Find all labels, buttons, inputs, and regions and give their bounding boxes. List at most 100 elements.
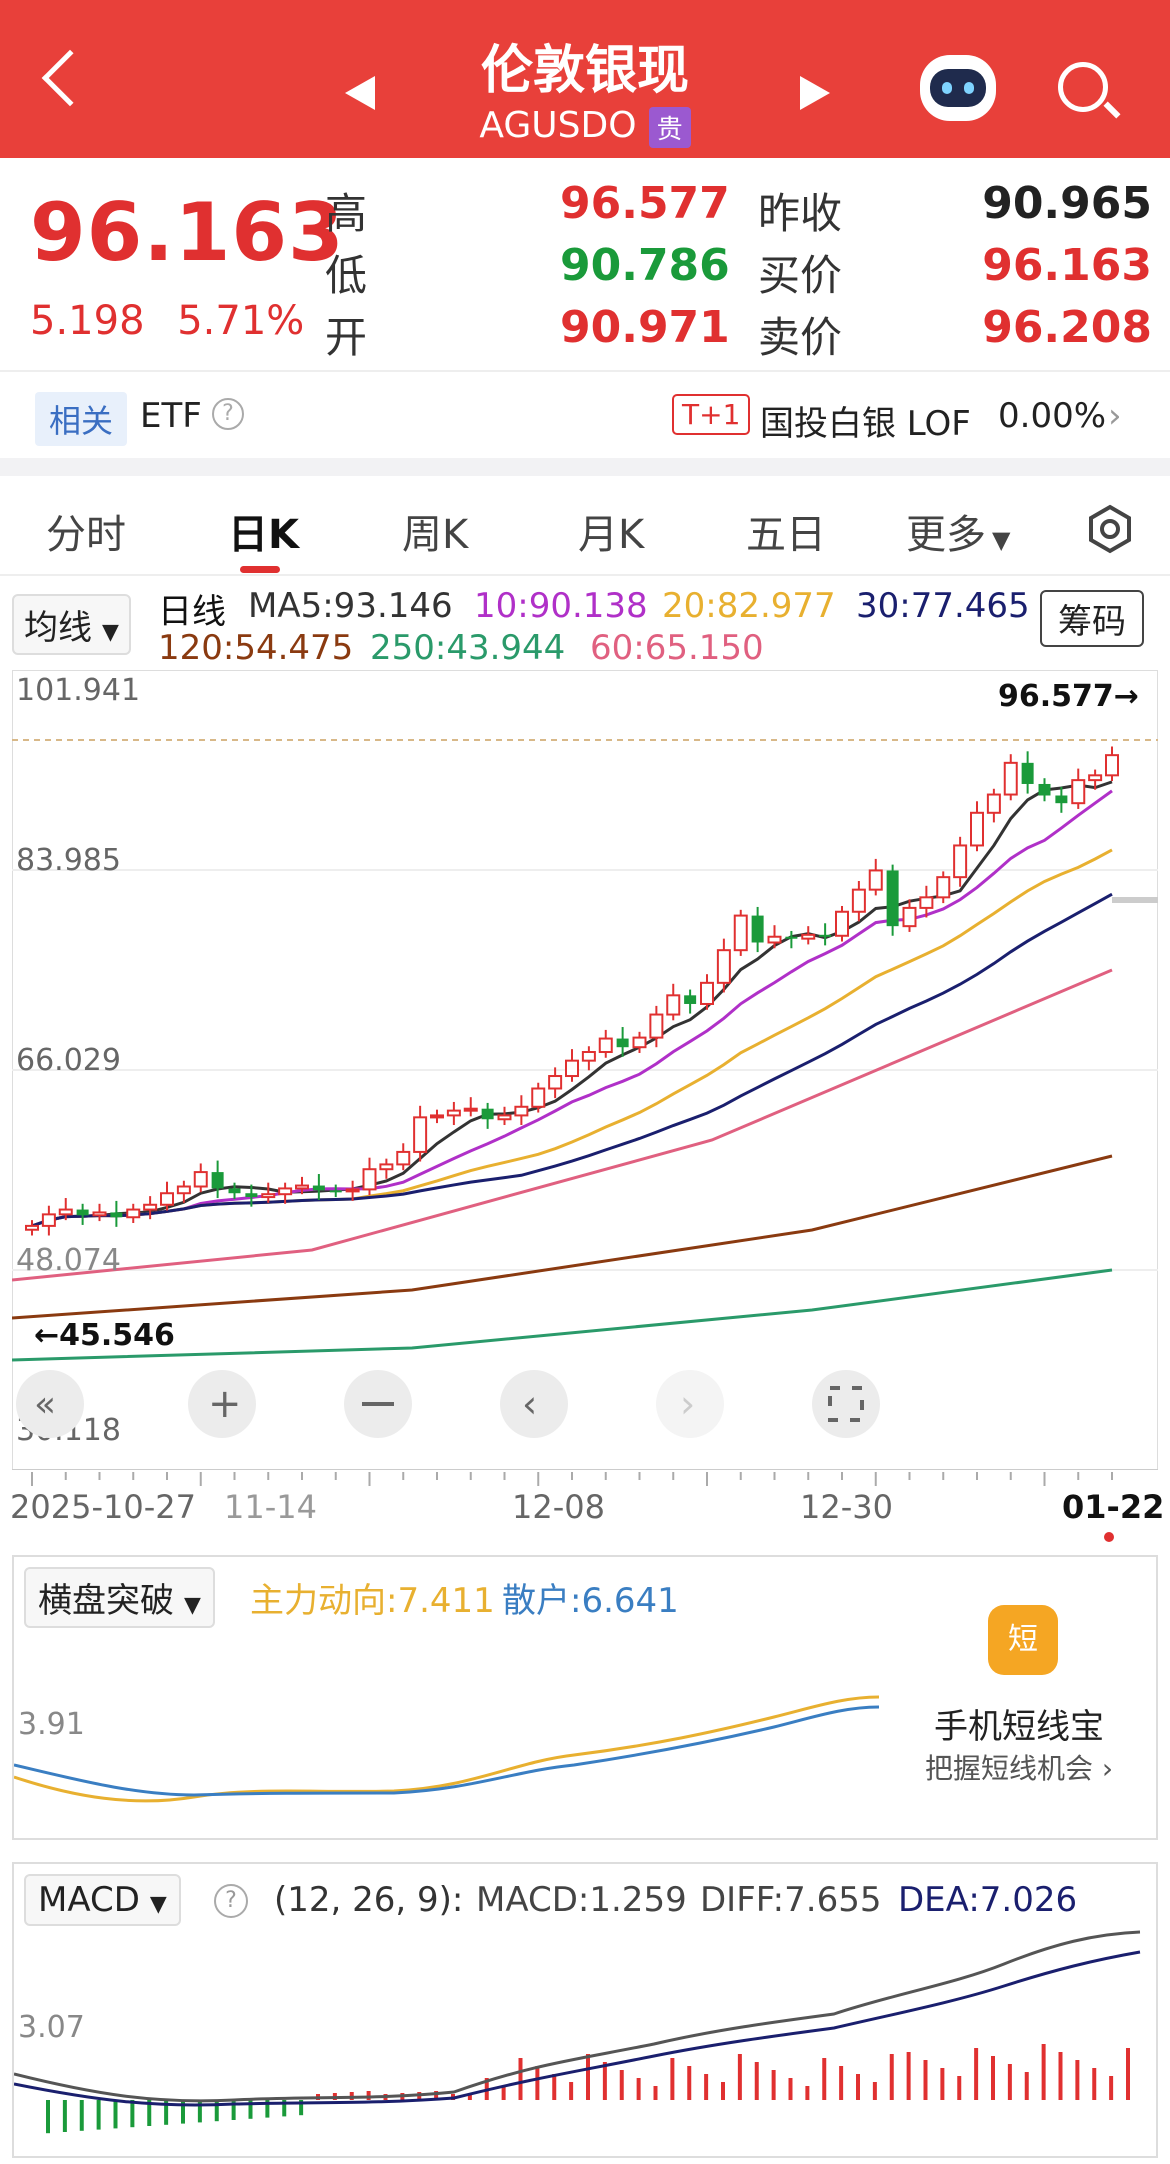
macd-panel[interactable]: MACD ▼ ? (12, 26, 9): MACD:1.259 DIFF:7.6… (12, 1862, 1158, 2158)
header-bar: 伦敦银现 AGUSDO 贵 (0, 0, 1170, 158)
candle (1003, 761, 1018, 796)
candle (751, 915, 764, 943)
candle (463, 1107, 478, 1112)
candle (1071, 779, 1086, 805)
section-divider (0, 458, 1170, 476)
instrument-title: 伦敦银现 (480, 41, 689, 101)
macd-bar (467, 2093, 472, 2100)
macd-bar (653, 2086, 658, 2100)
double-left-button[interactable] (16, 1370, 84, 1438)
candle (193, 1171, 208, 1188)
macd-bar (231, 2100, 236, 2120)
candle (446, 1109, 461, 1117)
macd-bar (940, 2068, 945, 2100)
macd-bar (974, 2048, 979, 2100)
macd-bar (214, 2100, 219, 2122)
candle (345, 1188, 360, 1193)
macd-bar (839, 2066, 844, 2100)
macd-bar (687, 2066, 692, 2100)
ma30-line (31, 892, 1113, 1228)
ma60-line (11, 968, 1113, 1282)
robot-assistant-icon[interactable] (920, 55, 996, 121)
macd-bar (282, 2100, 287, 2117)
candle (581, 1051, 596, 1062)
ma10-value: 10:90.138 (474, 586, 648, 626)
short-term-ad[interactable]: 短 手机短线宝 把握短线机会 › (884, 1561, 1154, 1831)
kline-svg[interactable]: 101.941 83.985 66.029 48.074 30.118 96.5… (11, 669, 1159, 1471)
kline-chart[interactable]: 101.941 83.985 66.029 48.074 30.118 96.5… (11, 669, 1159, 1471)
related-etf-row[interactable]: 相关 ETF ? T+1 国投白银 LOF 0.00% › (0, 370, 1170, 458)
zoom-in-button[interactable] (188, 1370, 256, 1438)
candle (160, 1192, 174, 1206)
tab-timeshare[interactable]: 分时 (46, 512, 126, 558)
precious-badge: 贵 (648, 106, 691, 148)
x-label-1: 2025-10-27 (10, 1488, 196, 1526)
candle (514, 1105, 529, 1117)
ma10-line (31, 789, 1113, 1228)
next-instrument-icon[interactable] (800, 76, 830, 110)
tab-monthly-k[interactable]: 月K (578, 512, 645, 558)
help-icon[interactable]: ? (212, 398, 244, 430)
chips-button[interactable]: 筹码 (1040, 590, 1144, 647)
price-change: 5.198 5.71% (30, 298, 305, 344)
macd-bar (569, 2082, 574, 2100)
macd-selector[interactable]: MACD ▼ (24, 1874, 181, 1926)
low-label: 低 (325, 251, 368, 300)
fullscreen-button[interactable] (812, 1370, 880, 1438)
macd-bar (434, 2091, 439, 2100)
candle (835, 910, 849, 937)
ma250-line (11, 1268, 1113, 1362)
candle (936, 876, 951, 899)
macd-bar (113, 2100, 118, 2129)
indicator1-selector[interactable]: 横盘突破 ▼ (24, 1567, 215, 1628)
tab-daily-k[interactable]: 日K (228, 512, 299, 558)
t1-badge: T+1 (672, 394, 751, 435)
candle (548, 1075, 563, 1090)
bid-label: 买价 (758, 251, 843, 300)
open-value: 90.971 (560, 302, 730, 353)
macd-tick: 3.07 (18, 2010, 85, 2045)
candle (700, 981, 714, 1005)
tab-more[interactable]: 更多 ▼ (906, 512, 1011, 558)
candle (211, 1172, 224, 1189)
y-tick-3: 66.029 (16, 1043, 121, 1078)
candle (868, 869, 883, 891)
prev-button[interactable] (500, 1370, 568, 1438)
macd-bar (923, 2060, 928, 2100)
settings-gear-icon[interactable] (1085, 504, 1135, 554)
candle (176, 1185, 191, 1195)
candle (481, 1108, 494, 1120)
macd-bar (62, 2100, 67, 2132)
macd-bar (1092, 2068, 1097, 2100)
related-tag: 相关 (35, 392, 128, 446)
last-price: 96.163 (30, 186, 345, 279)
indicator1-lines (14, 1695, 880, 1803)
moving-average-bar: 均线 ▼ 日线 MA5:93.146 10:90.138 20:82.977 30… (0, 580, 1170, 670)
ma-selector[interactable]: 均线 ▼ (12, 594, 131, 655)
candle (295, 1184, 309, 1190)
breakout-indicator-panel[interactable]: 横盘突破 ▼ 主力动向:7.411 散户:6.641 3.91 短 手机短线宝 把… (12, 1555, 1158, 1840)
search-icon[interactable] (1058, 62, 1108, 112)
tab-weekly-k[interactable]: 周K (402, 512, 469, 558)
previous-instrument-icon[interactable] (345, 76, 375, 110)
next-button[interactable] (656, 1370, 724, 1438)
candle (531, 1087, 546, 1108)
chart-controls: « + ‹ › (16, 1370, 880, 1438)
macd-bar (737, 2054, 742, 2100)
candle (919, 896, 934, 909)
candle (413, 1116, 428, 1153)
candle (801, 933, 816, 940)
open-label: 开 (325, 313, 368, 362)
macd-bar (1126, 2048, 1130, 2100)
macd-bar (670, 2058, 675, 2100)
macd-bar (602, 2062, 607, 2100)
tab-five-day[interactable]: 五日 (746, 512, 826, 558)
candle (970, 811, 984, 847)
fund-name[interactable]: 国投白银 LOF (760, 404, 971, 444)
macd-help-icon[interactable]: ? (214, 1884, 248, 1918)
ma120-value: 120:54.475 (158, 628, 354, 668)
candle (278, 1187, 293, 1196)
period-label: 日线 (158, 592, 226, 632)
candle (312, 1185, 325, 1191)
plus-icon: + (208, 1381, 242, 1427)
